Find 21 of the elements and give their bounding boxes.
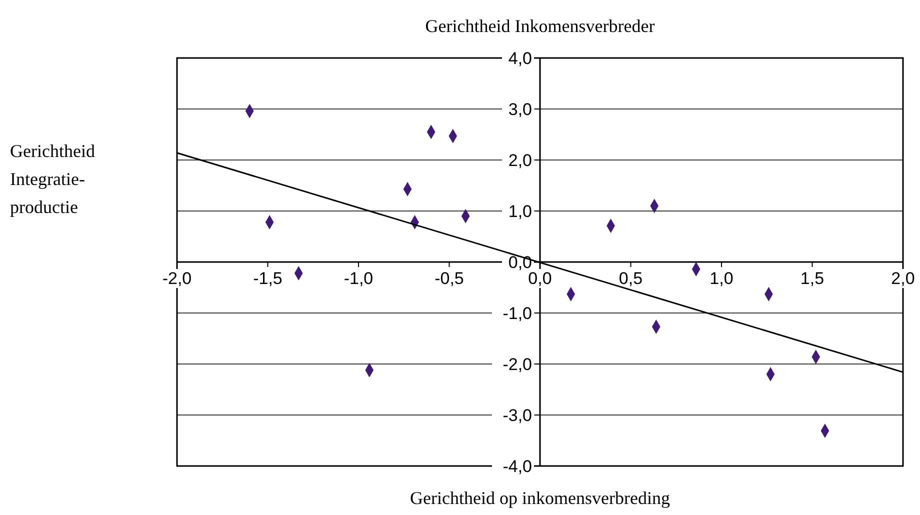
x-tick-label: 1,5 (800, 269, 824, 288)
y-tick-label: -1,0 (502, 304, 532, 323)
y-tick-label: -4,0 (502, 457, 532, 476)
y-tick-label: 1,0 (508, 202, 532, 221)
y-tick-label: 4,0 (508, 49, 532, 68)
y-tick-label: 3,0 (508, 100, 532, 119)
y-tick-label: -2,0 (502, 355, 532, 374)
y-tick-label: 0,0 (508, 253, 532, 272)
x-tick-label: -0,5 (434, 269, 464, 288)
chart-title: Gerichtheid Inkomensverbreder (425, 16, 655, 36)
x-tick-label: -1,0 (344, 269, 374, 288)
x-axis-title: Gerichtheid op inkomensverbreding (410, 488, 670, 508)
x-tick-label: 1,0 (710, 269, 734, 288)
x-tick-label: 2,0 (891, 269, 915, 288)
y-tick-label: -3,0 (502, 406, 532, 425)
x-tick-label: 0,0 (528, 269, 552, 288)
x-tick-label: -2,0 (162, 269, 192, 288)
x-tick-label: -1,5 (253, 269, 282, 288)
x-tick-label: 0,5 (618, 269, 643, 288)
y-tick-label: 2,0 (508, 151, 532, 170)
y-axis-title: Gerichtheid Integratie-productie (10, 141, 95, 217)
